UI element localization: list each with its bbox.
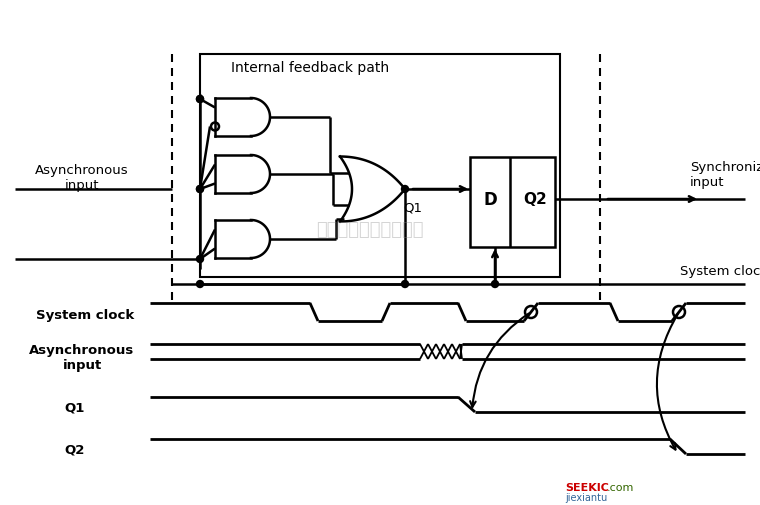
Text: 杭州将睹科技有限公司: 杭州将睹科技有限公司 bbox=[316, 221, 424, 238]
Circle shape bbox=[197, 96, 204, 104]
Text: Asynchronous
input: Asynchronous input bbox=[30, 343, 135, 371]
Circle shape bbox=[197, 186, 204, 193]
Text: .com: .com bbox=[607, 482, 635, 492]
Text: System clock: System clock bbox=[680, 265, 760, 278]
Text: System clock: System clock bbox=[36, 308, 134, 321]
Circle shape bbox=[401, 281, 409, 288]
Circle shape bbox=[197, 96, 204, 104]
Circle shape bbox=[197, 281, 204, 288]
Text: Q1: Q1 bbox=[404, 201, 423, 214]
Bar bbox=[470, 158, 555, 247]
Text: SEEKIC: SEEKIC bbox=[565, 482, 609, 492]
Circle shape bbox=[401, 186, 409, 193]
Circle shape bbox=[197, 186, 204, 193]
Text: Asynchronous
input: Asynchronous input bbox=[35, 164, 128, 191]
Text: jiexiantu: jiexiantu bbox=[565, 492, 607, 502]
Text: Q2: Q2 bbox=[65, 442, 85, 456]
Circle shape bbox=[492, 281, 499, 288]
Text: Synchronized
input: Synchronized input bbox=[690, 161, 760, 189]
Circle shape bbox=[197, 256, 204, 263]
Text: Q2: Q2 bbox=[523, 192, 547, 207]
Text: D: D bbox=[483, 190, 497, 209]
Bar bbox=[200, 55, 560, 277]
Text: Q1: Q1 bbox=[65, 400, 85, 414]
Text: Internal feedback path: Internal feedback path bbox=[231, 61, 389, 75]
